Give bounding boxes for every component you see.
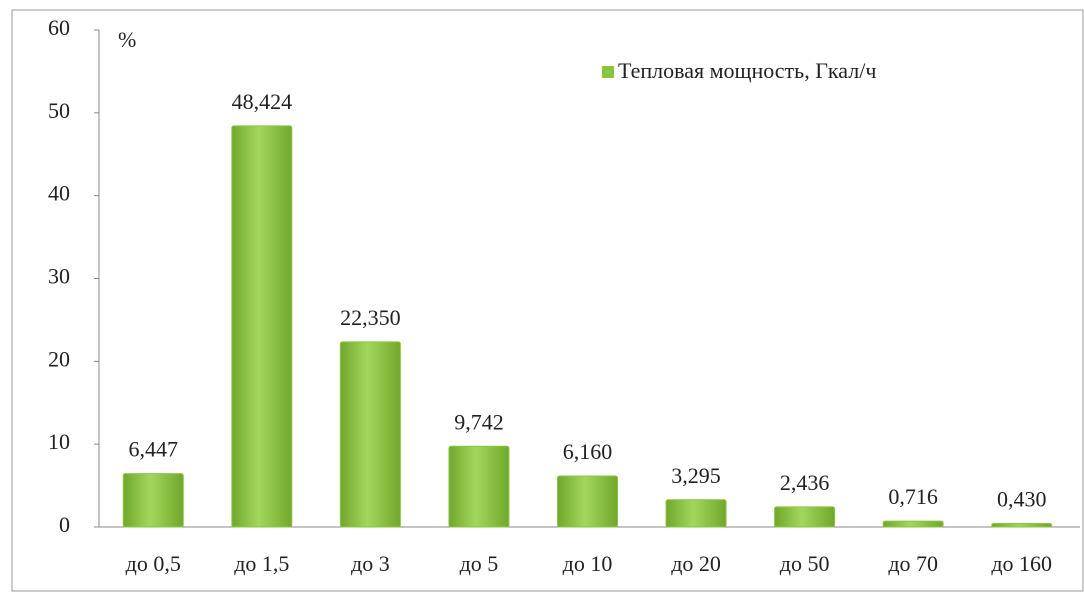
value-label: 2,436 [780,470,830,495]
y-tick-label: 10 [48,429,70,454]
x-tick-label: до 10 [563,551,613,576]
y-axis-label: % [118,27,136,52]
value-label: 22,350 [340,305,401,330]
y-tick-label: 40 [48,181,70,206]
y-tick-label: 50 [48,98,70,123]
bar [448,445,510,528]
x-tick-label: до 5 [460,551,499,576]
legend-label: Тепловая мощность, Гкал/ч [618,58,876,83]
value-label: 9,742 [454,409,504,434]
value-label: 0,430 [997,486,1047,511]
bar [774,506,836,528]
chart-frame [11,9,1084,592]
y-tick-label: 30 [48,264,70,289]
value-label: 6,447 [129,437,179,462]
bar [231,125,293,528]
value-label: 0,716 [888,484,938,509]
y-tick-label: 60 [48,15,70,40]
y-tick-label: 20 [48,346,70,371]
x-tick-label: до 1,5 [234,551,289,576]
x-tick-label: до 160 [991,551,1052,576]
value-label: 3,295 [671,463,721,488]
x-tick-label: до 0,5 [126,551,181,576]
bar [991,522,1053,528]
x-tick-label: до 70 [888,551,938,576]
x-tick-label: до 3 [351,551,390,576]
bar [557,475,618,528]
y-tick-label: 0 [59,512,70,537]
value-label: 48,424 [232,89,293,114]
x-tick-label: до 50 [780,551,830,576]
bar [665,499,727,528]
bar [339,341,401,528]
value-label: 6,160 [563,439,613,464]
legend-swatch [602,66,614,78]
bar [882,520,944,528]
x-tick-label: до 20 [671,551,721,576]
bar [122,473,184,528]
